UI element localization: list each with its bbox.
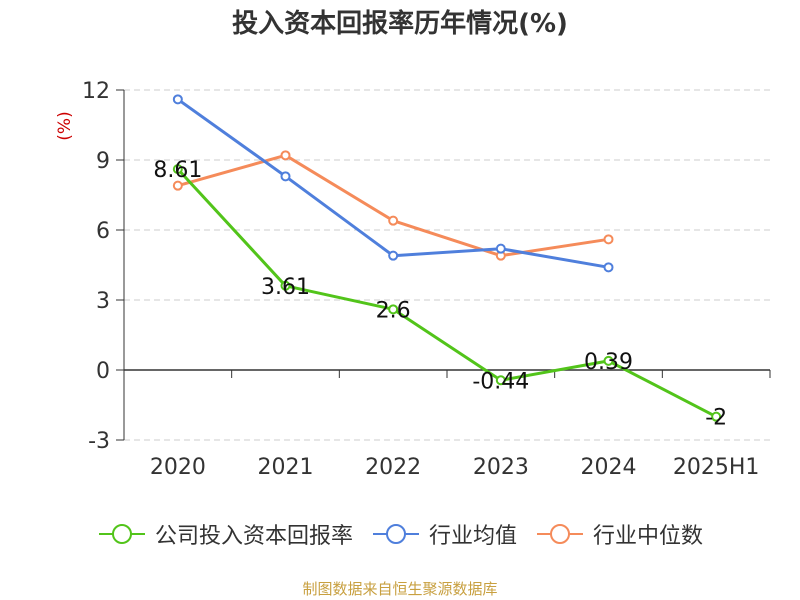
data-point bbox=[495, 243, 506, 254]
data-label: 2.6 bbox=[376, 298, 411, 323]
series-line bbox=[176, 168, 717, 419]
data-point bbox=[280, 171, 291, 182]
x-tick-label: 2024 bbox=[581, 455, 637, 480]
series-lines bbox=[172, 94, 722, 422]
y-tick-label: 12 bbox=[82, 79, 110, 104]
data-point bbox=[603, 262, 614, 273]
axes: -3 0 3 6 9 12 2020 2021 2022 2023 2024 2025H1 (%) bbox=[55, 79, 771, 480]
data-labels: 8.61 3.61 2.6 -0.44 0.39 -2 bbox=[153, 158, 727, 431]
data-point bbox=[388, 215, 399, 226]
data-point bbox=[388, 250, 399, 261]
data-point bbox=[603, 234, 614, 245]
legend-label: 公司投入资本回报率 bbox=[154, 524, 353, 549]
data-point bbox=[388, 304, 399, 315]
legend-label: 行业中位数 bbox=[593, 524, 704, 549]
legend: 公司投入资本回报率 行业均值 行业中位数 bbox=[0, 518, 800, 550]
data-point bbox=[603, 355, 614, 366]
chart-title: 投入资本回报率历年情况(%) bbox=[232, 9, 568, 39]
x-tick-label: 2020 bbox=[150, 455, 206, 480]
y-axis-label: (%) bbox=[55, 111, 75, 140]
y-tick-label: 3 bbox=[96, 289, 110, 314]
legend-line-circle-icon bbox=[372, 524, 419, 544]
legend-item-company[interactable]: 公司投入资本回报率 bbox=[97, 518, 353, 550]
legend-label: 行业均值 bbox=[428, 524, 517, 549]
data-label: 0.39 bbox=[584, 350, 633, 375]
x-tick-label: 2025H1 bbox=[673, 455, 760, 480]
legend-item-industry-median[interactable]: 行业中位数 bbox=[535, 518, 703, 550]
data-point bbox=[495, 375, 506, 386]
series-line bbox=[176, 98, 609, 269]
legend-line-circle-icon bbox=[98, 524, 145, 544]
data-label: -0.44 bbox=[472, 369, 529, 394]
data-label: 3.61 bbox=[261, 275, 310, 300]
y-tick-label: 0 bbox=[96, 359, 110, 384]
y-tick-label: -3 bbox=[88, 429, 110, 454]
legend-line-circle-icon bbox=[537, 524, 583, 544]
data-point bbox=[711, 411, 722, 422]
data-point bbox=[280, 150, 291, 161]
data-label: -2 bbox=[705, 406, 727, 431]
y-tick-label: 6 bbox=[96, 219, 110, 244]
y-tick-label: 9 bbox=[96, 149, 110, 174]
data-label: 8.61 bbox=[153, 158, 202, 183]
legend-item-industry-mean[interactable]: 行业均值 bbox=[371, 518, 517, 550]
data-point bbox=[172, 94, 183, 105]
data-source-note: 制图数据来自恒生聚源数据库 bbox=[302, 580, 498, 598]
gridlines bbox=[124, 89, 770, 441]
data-point bbox=[280, 280, 291, 291]
x-tick-label: 2022 bbox=[365, 455, 421, 480]
data-point bbox=[172, 180, 183, 191]
x-tick-label: 2023 bbox=[473, 455, 529, 480]
data-point bbox=[172, 164, 183, 175]
x-tick-label: 2021 bbox=[258, 455, 314, 480]
